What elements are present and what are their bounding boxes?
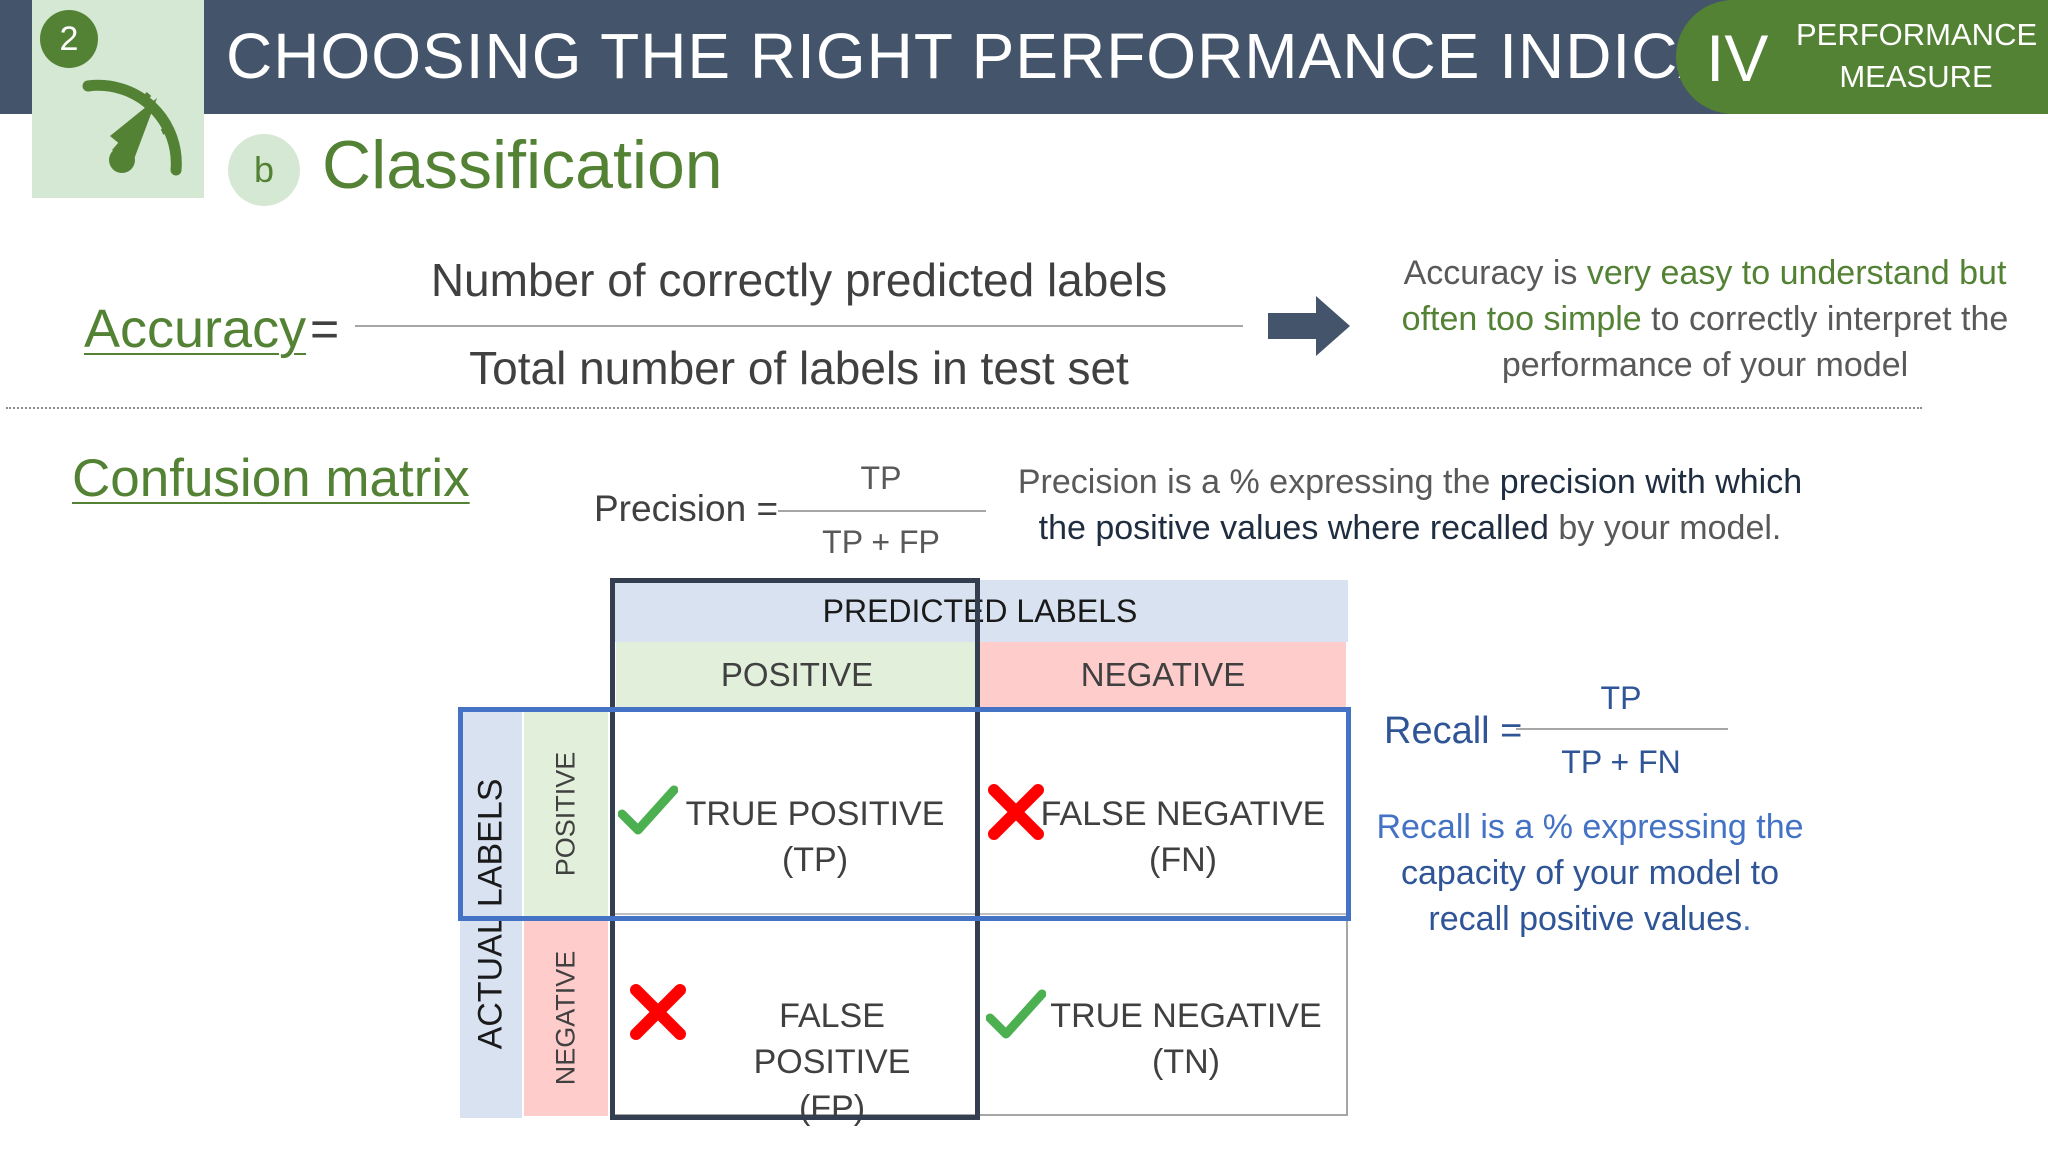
- accuracy-label: Accuracy: [84, 299, 307, 359]
- actual-labels-header: ACTUAL LABELS: [460, 710, 522, 1118]
- precision-highlight-frame: [610, 578, 980, 1120]
- true-negative-abbr: (TN): [1152, 1043, 1220, 1081]
- precision-numerator: TP: [860, 460, 902, 496]
- false-positive-abbr: (FP): [798, 1089, 866, 1127]
- true-negative-label: TRUE NEGATIVE: [1050, 997, 1322, 1035]
- recall-note-part3: .: [1742, 900, 1752, 938]
- false-positive-label: FALSE POSITIVE: [753, 997, 911, 1081]
- accuracy-numerator: Number of correctly predicted labels: [430, 254, 1168, 306]
- true-negative-cell: TRUE NEGATIVE (TN): [1046, 993, 1326, 1085]
- false-negative-label: FALSE NEGATIVE: [1040, 795, 1326, 833]
- recall-label: Recall =: [1384, 710, 1523, 752]
- false-negative-cell: FALSE NEGATIVE (FN): [1040, 791, 1326, 883]
- actual-negative-text: NEGATIVE: [550, 950, 581, 1086]
- step-number-badge: 2: [40, 10, 98, 68]
- precision-note-emphasis: precision with which the positive values…: [1038, 463, 1803, 547]
- accuracy-note: Accuracy is very easy to understand but …: [1380, 250, 2030, 388]
- recall-note: Recall is a % expressing the capacity of…: [1370, 804, 1810, 942]
- precision-note: Precision is a % expressing the precisio…: [1000, 459, 1820, 551]
- checkmark-icon: [618, 785, 678, 835]
- precision-denominator: TP + FP: [822, 524, 940, 560]
- recall-note-emphasis: capacity of your model to recall positiv…: [1401, 854, 1779, 938]
- arrow-right-icon: [1268, 296, 1350, 356]
- matrix-row-divider: [612, 913, 1348, 915]
- true-positive-label: TRUE POSITIVE: [685, 795, 945, 833]
- actual-positive-header: POSITIVE: [524, 712, 608, 916]
- cross-icon: [630, 984, 686, 1040]
- recall-fraction-line: [1516, 728, 1728, 730]
- checkmark-icon: [986, 989, 1046, 1039]
- true-positive-abbr: (TP): [781, 841, 849, 879]
- page-title: CHOOSING THE RIGHT PERFORMANCE INDICATOR: [226, 20, 1855, 92]
- precision-label: Precision =: [594, 488, 779, 529]
- recall-note-part1: Recall is a % expressing the: [1376, 808, 1804, 846]
- accuracy-note-part1: Accuracy is: [1403, 254, 1587, 292]
- recall-numerator: TP: [1600, 680, 1642, 716]
- section-label-line2: MEASURE: [1839, 59, 1993, 94]
- section-label: PERFORMANCE MEASURE: [1796, 14, 2038, 98]
- actual-negative-header: NEGATIVE: [524, 920, 608, 1116]
- section-pill: [1676, 0, 2048, 114]
- section-roman-numeral: IV: [1706, 21, 1769, 95]
- false-negative-abbr: (FN): [1149, 841, 1217, 879]
- gauge-icon: [82, 79, 182, 176]
- cross-icon: [988, 784, 1044, 840]
- precision-fraction-line: [778, 510, 986, 512]
- precision-note-part1: Precision is a % expressing the: [1017, 463, 1500, 501]
- true-positive-cell: TRUE POSITIVE (TP): [680, 791, 950, 883]
- false-positive-cell: FALSE POSITIVE (FP): [700, 993, 964, 1131]
- recall-highlight-frame: [458, 707, 1351, 921]
- accuracy-fraction-line: [355, 325, 1243, 327]
- confusion-matrix-title: Confusion matrix: [72, 449, 470, 508]
- accuracy-equals: =: [310, 301, 340, 357]
- accuracy-denominator: Total number of labels in test set: [469, 342, 1129, 394]
- subsection-title: Classification: [322, 127, 723, 203]
- recall-denominator: TP + FN: [1561, 744, 1681, 780]
- subsection-letter-badge: b: [228, 134, 300, 206]
- section-label-line1: PERFORMANCE: [1796, 17, 2038, 52]
- accuracy-note-emphasis: very easy to understand but often too si…: [1401, 254, 2007, 338]
- accuracy-note-part3: to correctly interpret the performance o…: [1501, 300, 2009, 384]
- section-divider: [6, 407, 1922, 409]
- predicted-positive-header: POSITIVE: [616, 642, 978, 708]
- predicted-negative-header: NEGATIVE: [980, 642, 1346, 708]
- precision-note-part3: by your model.: [1548, 509, 1782, 547]
